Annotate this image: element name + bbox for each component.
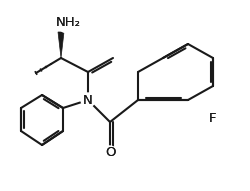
Text: N: N — [83, 94, 93, 107]
Circle shape — [207, 112, 219, 124]
Polygon shape — [58, 32, 64, 58]
Text: F: F — [209, 112, 217, 125]
Circle shape — [57, 11, 79, 33]
Text: F: F — [209, 112, 217, 125]
Text: NH₂: NH₂ — [56, 15, 80, 28]
Text: O: O — [105, 146, 115, 159]
Circle shape — [81, 93, 95, 107]
Text: N: N — [83, 94, 93, 107]
Circle shape — [103, 146, 117, 160]
Text: NH₂: NH₂ — [56, 15, 80, 28]
Text: O: O — [105, 146, 115, 159]
